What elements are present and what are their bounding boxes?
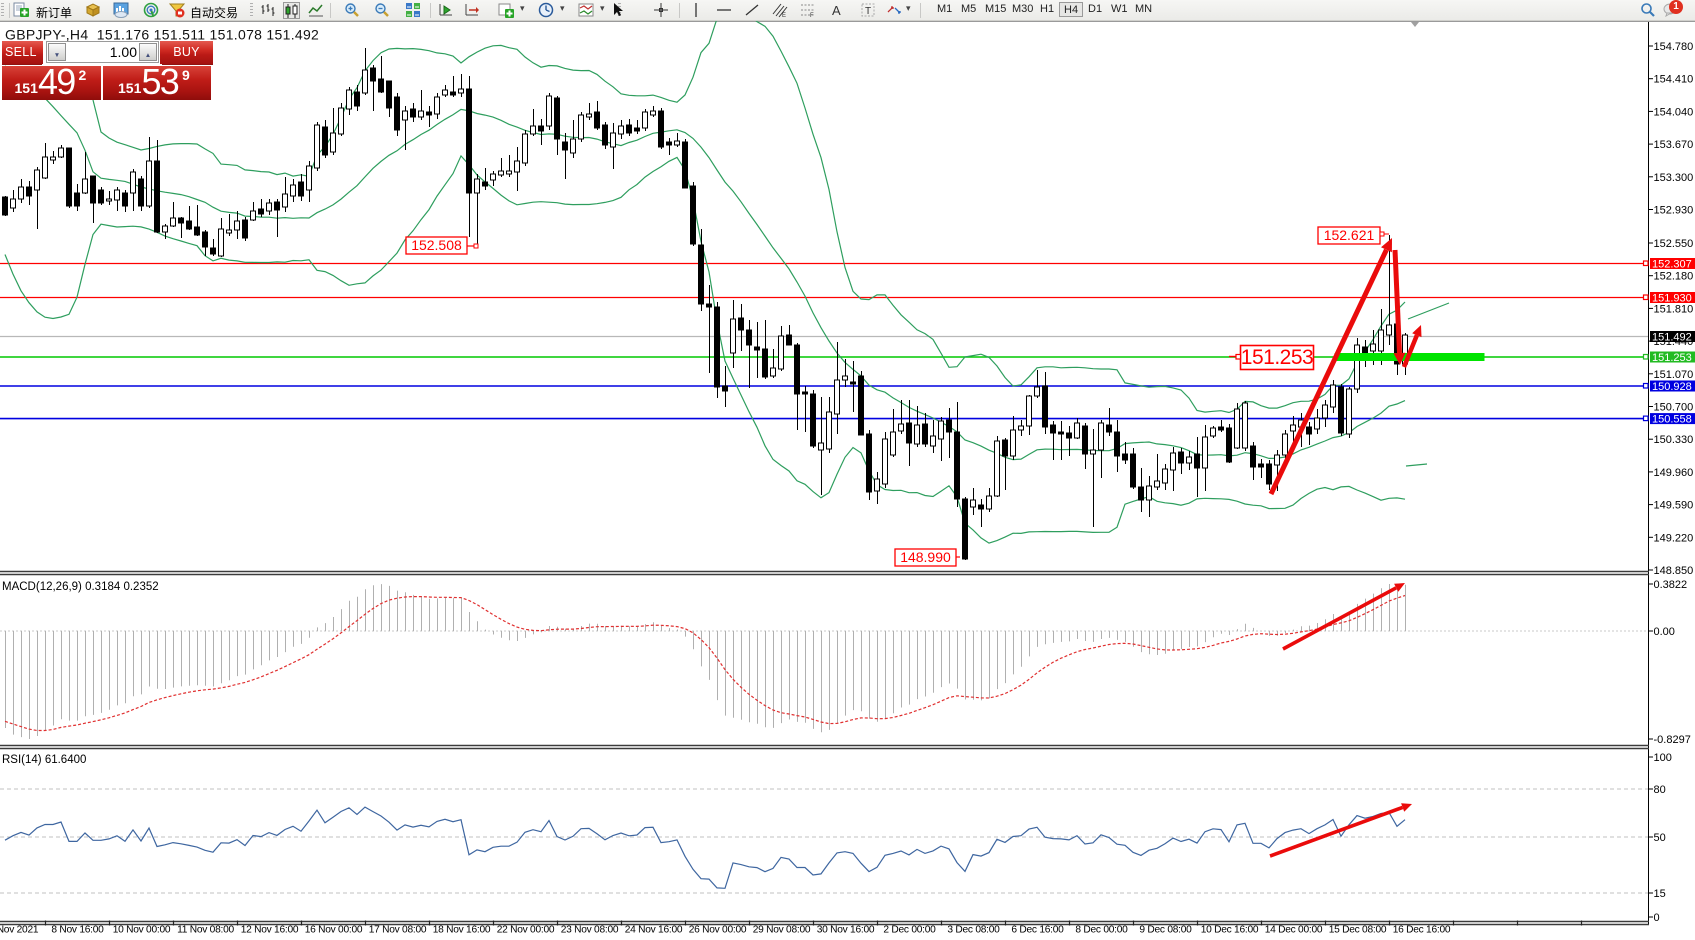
- svg-text:152.307: 152.307: [1652, 259, 1692, 271]
- svg-text:153.300: 153.300: [1654, 172, 1694, 184]
- svg-text:16 Dec 16:00: 16 Dec 16:00: [1393, 925, 1451, 936]
- svg-text:E: E: [782, 13, 786, 18]
- svg-text:0.00: 0.00: [1654, 626, 1675, 638]
- svg-text:154.410: 154.410: [1654, 74, 1694, 86]
- svg-text:151.253: 151.253: [1241, 346, 1313, 369]
- svg-text:2 Dec 00:00: 2 Dec 00:00: [883, 925, 936, 936]
- svg-text:24 Nov 16:00: 24 Nov 16:00: [625, 925, 683, 936]
- svg-text:8 Dec 00:00: 8 Dec 00:00: [1075, 925, 1128, 936]
- svg-text:0: 0: [1654, 912, 1660, 924]
- svg-text:10 Dec 16:00: 10 Dec 16:00: [1201, 925, 1259, 936]
- svg-text:148.990: 148.990: [900, 549, 951, 565]
- svg-text:17 Nov 08:00: 17 Nov 08:00: [369, 925, 427, 936]
- svg-text:15: 15: [1654, 888, 1666, 900]
- svg-text:100: 100: [1654, 752, 1672, 764]
- svg-text:23 Nov 08:00: 23 Nov 08:00: [561, 925, 619, 936]
- svg-text:152.508: 152.508: [411, 237, 462, 253]
- svg-text:10 Nov 00:00: 10 Nov 00:00: [113, 925, 171, 936]
- svg-text:MACD(12,26,9) 0.3184 0.2352: MACD(12,26,9) 0.3184 0.2352: [2, 581, 159, 593]
- svg-text:150.700: 150.700: [1654, 402, 1694, 414]
- svg-text:16 Nov 00:00: 16 Nov 00:00: [305, 925, 363, 936]
- svg-text:151.070: 151.070: [1654, 369, 1694, 381]
- svg-text:29 Nov 08:00: 29 Nov 08:00: [753, 925, 811, 936]
- svg-text:30 Nov 16:00: 30 Nov 16:00: [817, 925, 875, 936]
- svg-text:154.040: 154.040: [1654, 106, 1694, 118]
- svg-text:150.558: 150.558: [1652, 414, 1692, 426]
- svg-text:F: F: [810, 13, 814, 18]
- svg-text:149.960: 149.960: [1654, 467, 1694, 479]
- svg-text:152.180: 152.180: [1654, 271, 1694, 283]
- svg-text:80: 80: [1654, 784, 1666, 796]
- svg-text:8 Nov 16:00: 8 Nov 16:00: [51, 925, 104, 936]
- svg-text:153.670: 153.670: [1654, 139, 1694, 151]
- svg-text:14 Dec 00:00: 14 Dec 00:00: [1265, 925, 1323, 936]
- svg-text:149.220: 149.220: [1654, 532, 1694, 544]
- svg-text:22 Nov 00:00: 22 Nov 00:00: [497, 925, 555, 936]
- svg-text:T: T: [865, 6, 871, 17]
- svg-text:18 Nov 16:00: 18 Nov 16:00: [433, 925, 491, 936]
- svg-text:-0.8297: -0.8297: [1654, 734, 1691, 746]
- svg-text:9 Dec 08:00: 9 Dec 08:00: [1139, 925, 1192, 936]
- svg-text:0.3822: 0.3822: [1654, 579, 1688, 591]
- svg-text:148.850: 148.850: [1654, 565, 1694, 577]
- svg-text:154.780: 154.780: [1654, 41, 1694, 53]
- svg-text:12 Nov 16:00: 12 Nov 16:00: [241, 925, 299, 936]
- svg-text:11 Nov 08:00: 11 Nov 08:00: [177, 925, 234, 936]
- svg-text:152.621: 152.621: [1324, 227, 1375, 243]
- svg-text:150.330: 150.330: [1654, 434, 1694, 446]
- svg-text:RSI(14) 61.6400: RSI(14) 61.6400: [2, 754, 86, 766]
- svg-text:26 Nov 00:00: 26 Nov 00:00: [689, 925, 747, 936]
- svg-text:15 Dec 08:00: 15 Dec 08:00: [1329, 925, 1387, 936]
- svg-text:6 Dec 16:00: 6 Dec 16:00: [1011, 925, 1064, 936]
- svg-text:5 Nov 2021: 5 Nov 2021: [0, 925, 39, 936]
- svg-text:151.253: 151.253: [1652, 352, 1692, 364]
- svg-text:151.810: 151.810: [1654, 303, 1694, 315]
- svg-text:151.930: 151.930: [1652, 293, 1692, 305]
- svg-text:GBPJPY-,H4 151.176 151.511 15: GBPJPY-,H4 151.176 151.511 151.078 151.4…: [5, 27, 319, 43]
- svg-text:151.492: 151.492: [1652, 332, 1692, 344]
- svg-text:3 Dec 08:00: 3 Dec 08:00: [947, 925, 1000, 936]
- svg-text:150.928: 150.928: [1652, 381, 1692, 393]
- svg-text:149.590: 149.590: [1654, 500, 1694, 512]
- svg-text:50: 50: [1654, 832, 1666, 844]
- svg-text:152.550: 152.550: [1654, 238, 1694, 250]
- svg-text:152.930: 152.930: [1654, 205, 1694, 217]
